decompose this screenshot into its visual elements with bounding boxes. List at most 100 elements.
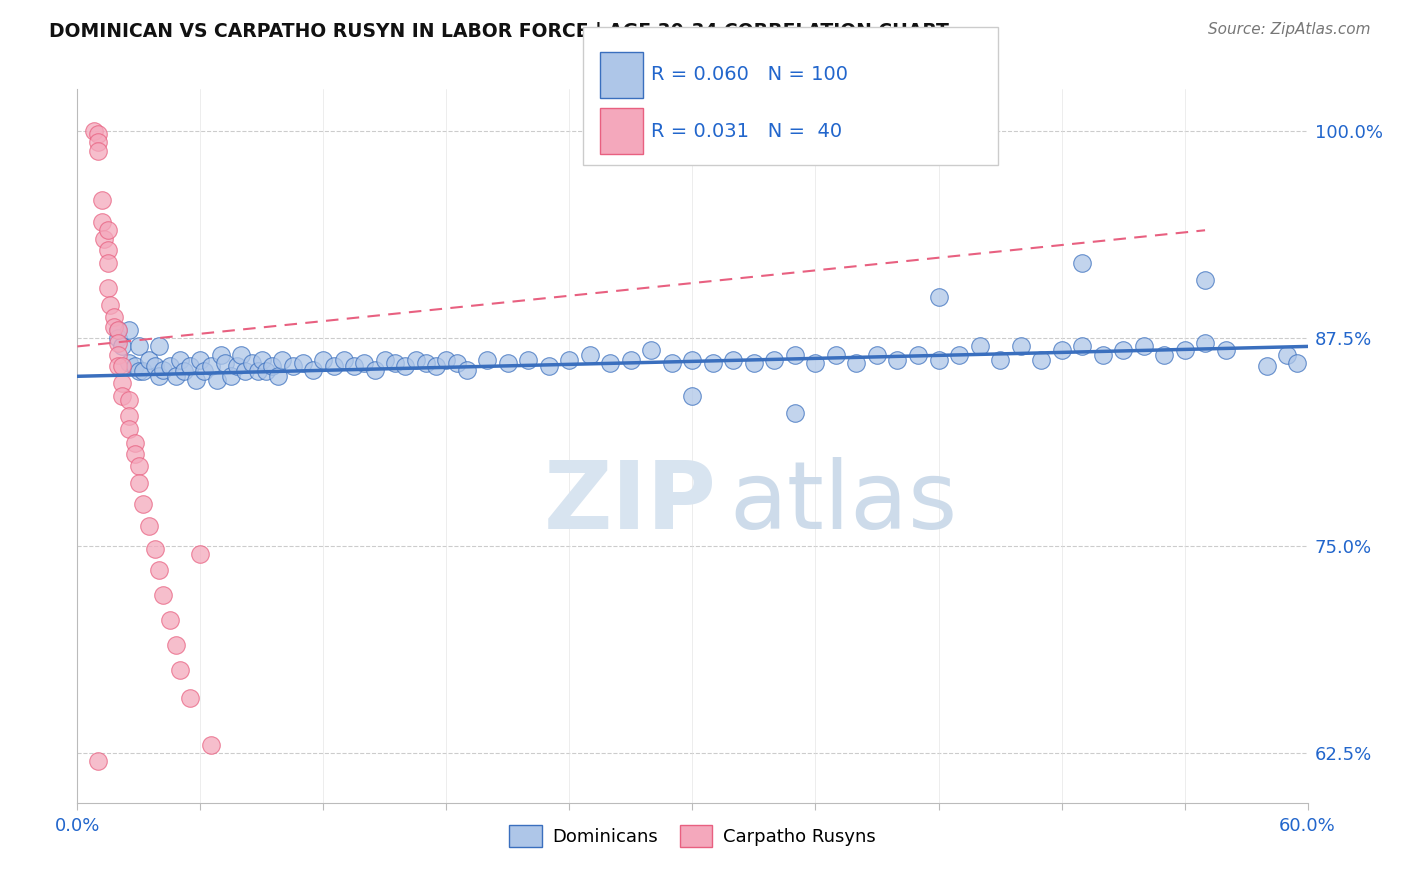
Point — [1091, 348, 1114, 362]
Point — [246, 364, 269, 378]
Point — [152, 362, 174, 376]
Point — [620, 352, 643, 367]
Point — [262, 359, 284, 374]
Point — [143, 359, 166, 374]
Point — [1286, 356, 1309, 370]
Point — [169, 352, 191, 367]
Point — [804, 356, 827, 370]
Point — [97, 223, 120, 237]
Point — [128, 339, 150, 353]
Point — [132, 364, 155, 378]
Point — [1132, 339, 1154, 353]
Point — [138, 518, 160, 533]
Point — [302, 362, 325, 376]
Point — [579, 348, 602, 362]
Point — [640, 343, 662, 357]
Point — [374, 352, 396, 367]
Point — [1071, 339, 1094, 353]
Point — [723, 352, 745, 367]
Point — [107, 359, 129, 374]
Point — [1194, 336, 1216, 351]
Point — [148, 339, 170, 353]
Point — [124, 447, 146, 461]
Point — [322, 359, 344, 374]
Point — [537, 359, 560, 374]
Point — [188, 352, 212, 367]
Point — [87, 144, 110, 158]
Text: ZIP: ZIP — [544, 457, 717, 549]
Point — [1153, 348, 1175, 362]
Point — [235, 364, 257, 378]
Point — [517, 352, 540, 367]
Point — [1194, 273, 1216, 287]
Point — [783, 406, 806, 420]
Point — [254, 364, 277, 378]
Point — [702, 356, 724, 370]
Point — [661, 356, 683, 370]
Point — [93, 231, 115, 245]
Point — [599, 356, 621, 370]
Point — [1174, 343, 1197, 357]
Text: R = 0.031   N =  40: R = 0.031 N = 40 — [651, 121, 842, 141]
Point — [148, 369, 170, 384]
Point — [97, 281, 120, 295]
Point — [1256, 359, 1278, 374]
Point — [456, 362, 478, 376]
Point — [188, 547, 212, 561]
Point — [117, 409, 139, 424]
Point — [231, 348, 253, 362]
Point — [107, 331, 129, 345]
Point — [103, 310, 125, 324]
Point — [124, 435, 146, 450]
Point — [281, 359, 304, 374]
Point — [907, 348, 929, 362]
Point — [214, 356, 236, 370]
Point — [219, 369, 242, 384]
Point — [111, 339, 134, 353]
Point — [343, 359, 366, 374]
Point — [948, 348, 970, 362]
Point — [742, 356, 765, 370]
Point — [384, 356, 406, 370]
Point — [98, 298, 121, 312]
Point — [928, 290, 950, 304]
Point — [928, 352, 950, 367]
Point — [111, 389, 134, 403]
Point — [1029, 352, 1052, 367]
Point — [193, 364, 215, 378]
Point — [148, 564, 170, 578]
Point — [226, 359, 249, 374]
Point — [97, 243, 120, 257]
Point — [117, 356, 139, 370]
Text: R = 0.060   N = 100: R = 0.060 N = 100 — [651, 65, 848, 85]
Point — [165, 638, 187, 652]
Point — [415, 356, 437, 370]
Point — [128, 475, 150, 490]
Point — [179, 359, 201, 374]
Point — [117, 392, 139, 407]
Point — [165, 369, 187, 384]
Point — [969, 339, 991, 353]
Point — [159, 359, 181, 374]
Legend: Dominicans, Carpatho Rusyns: Dominicans, Carpatho Rusyns — [502, 818, 883, 855]
Point — [271, 352, 294, 367]
Point — [87, 136, 110, 150]
Point — [291, 356, 314, 370]
Point — [124, 359, 146, 374]
Point — [682, 352, 704, 367]
Text: DOMINICAN VS CARPATHO RUSYN IN LABOR FORCE | AGE 30-34 CORRELATION CHART: DOMINICAN VS CARPATHO RUSYN IN LABOR FOR… — [49, 22, 949, 42]
Point — [90, 194, 114, 208]
Point — [138, 352, 160, 367]
Point — [353, 356, 375, 370]
Point — [103, 319, 125, 334]
Point — [988, 352, 1011, 367]
Point — [363, 362, 385, 376]
Point — [87, 127, 110, 141]
Point — [1050, 343, 1073, 357]
Text: atlas: atlas — [730, 457, 957, 549]
Point — [173, 364, 195, 378]
Point — [394, 359, 416, 374]
Point — [209, 348, 232, 362]
Point — [1215, 343, 1237, 357]
Point — [107, 323, 129, 337]
